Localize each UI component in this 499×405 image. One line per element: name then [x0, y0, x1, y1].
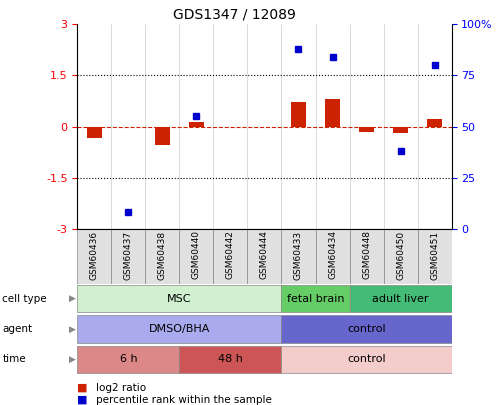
Bar: [384, 229, 418, 284]
Bar: [427, 119, 442, 126]
Title: GDS1347 / 12089: GDS1347 / 12089: [173, 8, 296, 22]
Text: time: time: [2, 354, 26, 364]
Bar: [349, 229, 384, 284]
Text: DMSO/BHA: DMSO/BHA: [149, 324, 210, 334]
Bar: [214, 229, 248, 284]
Text: GSM60438: GSM60438: [158, 230, 167, 279]
Text: control: control: [347, 324, 386, 334]
Bar: [291, 102, 306, 126]
Text: GSM60451: GSM60451: [430, 230, 439, 279]
Bar: [180, 346, 281, 373]
Bar: [393, 126, 408, 133]
Text: ▶: ▶: [69, 324, 76, 334]
Bar: [155, 126, 170, 145]
Text: GSM60448: GSM60448: [362, 230, 371, 279]
Bar: [145, 229, 180, 284]
Bar: [111, 229, 145, 284]
Bar: [281, 346, 452, 373]
Text: GSM60436: GSM60436: [90, 230, 99, 279]
Text: control: control: [347, 354, 386, 364]
Bar: [189, 122, 204, 126]
Text: ▶: ▶: [69, 355, 76, 364]
Bar: [315, 229, 349, 284]
Text: 6 h: 6 h: [120, 354, 137, 364]
Bar: [77, 285, 281, 312]
Text: adult liver: adult liver: [372, 294, 429, 304]
Text: GSM60450: GSM60450: [396, 230, 405, 279]
Bar: [349, 285, 452, 312]
Text: percentile rank within the sample: percentile rank within the sample: [96, 395, 272, 405]
Text: MSC: MSC: [167, 294, 192, 304]
Text: agent: agent: [2, 324, 32, 334]
Text: GSM60442: GSM60442: [226, 230, 235, 279]
Text: GSM60434: GSM60434: [328, 230, 337, 279]
Bar: [281, 315, 452, 343]
Text: log2 ratio: log2 ratio: [96, 383, 146, 393]
Text: GSM60440: GSM60440: [192, 230, 201, 279]
Text: GSM60444: GSM60444: [260, 230, 269, 279]
Bar: [77, 346, 180, 373]
Bar: [281, 285, 349, 312]
Bar: [77, 315, 281, 343]
Text: ■: ■: [77, 383, 88, 393]
Bar: [325, 98, 340, 126]
Text: cell type: cell type: [2, 294, 47, 304]
Bar: [87, 126, 102, 139]
Bar: [180, 229, 214, 284]
Bar: [77, 229, 111, 284]
Text: GSM60437: GSM60437: [124, 230, 133, 279]
Bar: [248, 229, 281, 284]
Text: ▶: ▶: [69, 294, 76, 303]
Bar: [418, 229, 452, 284]
Text: ■: ■: [77, 395, 88, 405]
Bar: [281, 229, 315, 284]
Text: 48 h: 48 h: [218, 354, 243, 364]
Bar: [359, 126, 374, 132]
Text: fetal brain: fetal brain: [287, 294, 344, 304]
Text: GSM60433: GSM60433: [294, 230, 303, 279]
